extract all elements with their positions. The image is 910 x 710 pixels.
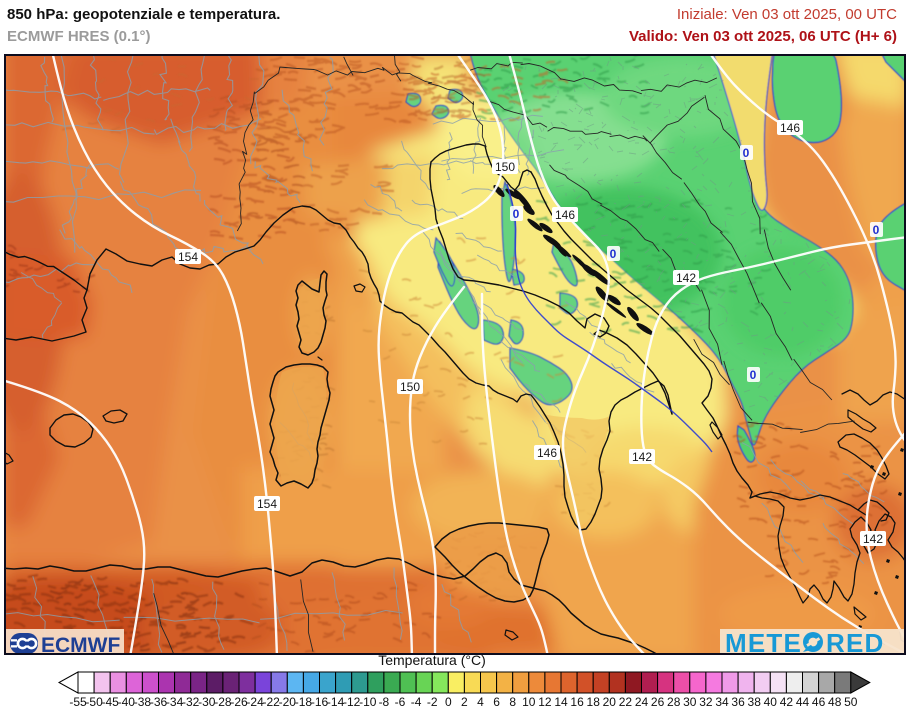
svg-text:-55: -55 bbox=[69, 695, 87, 709]
svg-text:150: 150 bbox=[495, 160, 515, 174]
svg-text:22: 22 bbox=[619, 695, 633, 709]
svg-text:-45: -45 bbox=[102, 695, 120, 709]
svg-text:38: 38 bbox=[748, 695, 762, 709]
svg-text:28: 28 bbox=[667, 695, 681, 709]
svg-text:6: 6 bbox=[493, 695, 500, 709]
svg-text:-36: -36 bbox=[150, 695, 168, 709]
svg-text:4: 4 bbox=[477, 695, 484, 709]
svg-text:-24: -24 bbox=[246, 695, 264, 709]
svg-text:32: 32 bbox=[699, 695, 713, 709]
svg-text:2: 2 bbox=[461, 695, 468, 709]
svg-text:0: 0 bbox=[610, 247, 617, 261]
svg-text:-38: -38 bbox=[134, 695, 152, 709]
svg-text:30: 30 bbox=[683, 695, 697, 709]
svg-text:8: 8 bbox=[509, 695, 516, 709]
svg-text:-32: -32 bbox=[182, 695, 200, 709]
svg-text:-16: -16 bbox=[311, 695, 329, 709]
svg-text:146: 146 bbox=[555, 208, 575, 222]
svg-text:16: 16 bbox=[570, 695, 584, 709]
svg-text:-4: -4 bbox=[411, 695, 422, 709]
svg-text:-26: -26 bbox=[230, 695, 248, 709]
svg-text:-28: -28 bbox=[214, 695, 232, 709]
svg-text:0: 0 bbox=[445, 695, 452, 709]
svg-text:18: 18 bbox=[587, 695, 601, 709]
svg-text:142: 142 bbox=[863, 532, 883, 546]
svg-text:-10: -10 bbox=[359, 695, 377, 709]
svg-text:RED: RED bbox=[826, 628, 885, 655]
svg-text:-8: -8 bbox=[379, 695, 390, 709]
svg-text:150: 150 bbox=[400, 380, 420, 394]
svg-text:0: 0 bbox=[513, 207, 520, 221]
svg-text:146: 146 bbox=[537, 446, 557, 460]
svg-text:-20: -20 bbox=[279, 695, 297, 709]
svg-text:34: 34 bbox=[715, 695, 729, 709]
svg-text:46: 46 bbox=[812, 695, 826, 709]
svg-text:36: 36 bbox=[731, 695, 745, 709]
svg-text:-18: -18 bbox=[295, 695, 313, 709]
svg-text:ECMWF: ECMWF bbox=[41, 634, 120, 655]
svg-text:-12: -12 bbox=[343, 695, 361, 709]
svg-text:-50: -50 bbox=[85, 695, 103, 709]
svg-text:0: 0 bbox=[750, 368, 757, 382]
svg-text:14: 14 bbox=[554, 695, 568, 709]
svg-text:-2: -2 bbox=[427, 695, 438, 709]
svg-text:-6: -6 bbox=[395, 695, 406, 709]
svg-text:-22: -22 bbox=[263, 695, 281, 709]
svg-text:24: 24 bbox=[635, 695, 649, 709]
svg-text:142: 142 bbox=[676, 271, 696, 285]
svg-text:20: 20 bbox=[603, 695, 617, 709]
svg-text:0: 0 bbox=[873, 223, 880, 237]
svg-text:-14: -14 bbox=[327, 695, 345, 709]
svg-text:42: 42 bbox=[780, 695, 794, 709]
svg-text:10: 10 bbox=[522, 695, 536, 709]
svg-text:-30: -30 bbox=[198, 695, 216, 709]
svg-text:48: 48 bbox=[828, 695, 842, 709]
svg-text:26: 26 bbox=[651, 695, 665, 709]
svg-text:142: 142 bbox=[632, 450, 652, 464]
svg-text:146: 146 bbox=[780, 121, 800, 135]
svg-text:-40: -40 bbox=[118, 695, 136, 709]
svg-text:12: 12 bbox=[538, 695, 552, 709]
svg-text:METE: METE bbox=[725, 628, 802, 655]
svg-text:154: 154 bbox=[178, 250, 198, 264]
svg-text:0: 0 bbox=[743, 146, 750, 160]
svg-text:44: 44 bbox=[796, 695, 810, 709]
svg-text:40: 40 bbox=[764, 695, 778, 709]
svg-text:50: 50 bbox=[844, 695, 858, 709]
svg-text:154: 154 bbox=[257, 497, 277, 511]
svg-text:-34: -34 bbox=[166, 695, 184, 709]
